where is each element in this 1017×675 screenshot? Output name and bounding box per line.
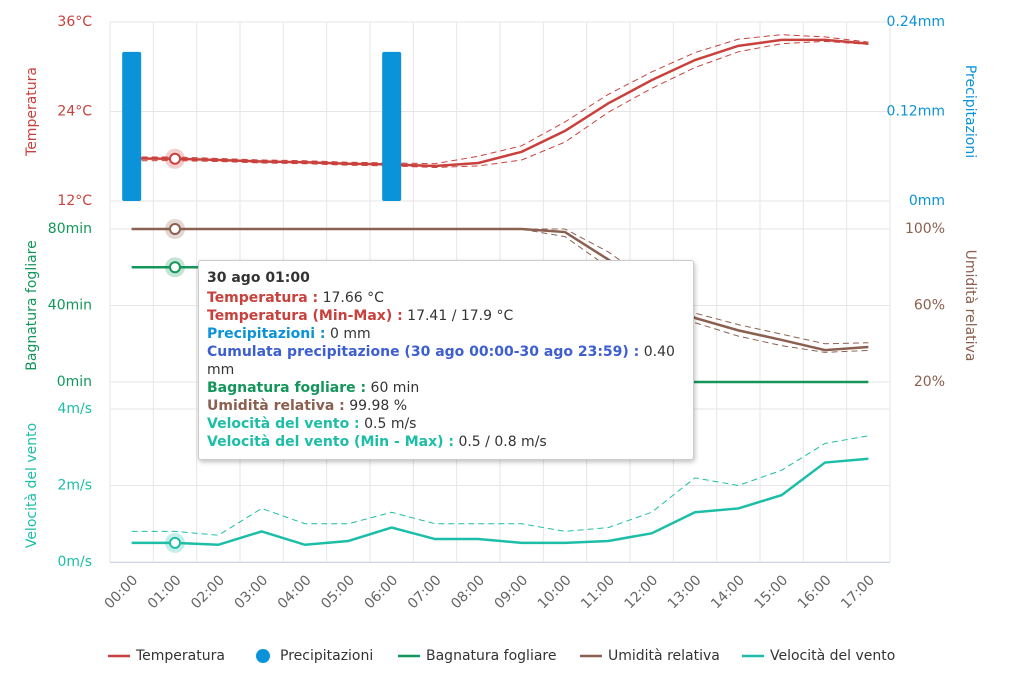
tooltip-value: 17.41 / 17.9 °C bbox=[407, 308, 514, 324]
range-line bbox=[131, 435, 869, 536]
hover-point bbox=[169, 261, 181, 274]
y-tick-label: 80min bbox=[48, 221, 92, 237]
y2-tick-label: 60% bbox=[914, 298, 945, 314]
legend-item[interactable]: Umidità relativa bbox=[580, 648, 720, 664]
x-tick-label: 12:00 bbox=[621, 572, 661, 612]
tooltip-label: Temperatura (Min-Max) : bbox=[207, 308, 403, 324]
y2-tick-label: 100% bbox=[905, 221, 945, 237]
legend-label: Umidità relativa bbox=[608, 648, 720, 664]
y2-tick-label: 0mm bbox=[909, 193, 945, 209]
x-tick-label: 07:00 bbox=[405, 572, 445, 612]
x-tick-label: 11:00 bbox=[578, 572, 618, 612]
tooltip-label: Velocità del vento : bbox=[207, 416, 360, 432]
tooltip-row: Velocità del vento (Min - Max) : 0.5 / 0… bbox=[207, 433, 685, 451]
hover-point bbox=[169, 536, 181, 549]
tooltip-value: 0.5 / 0.8 m/s bbox=[458, 434, 547, 450]
y-axis-title: Velocità del vento bbox=[24, 423, 40, 548]
tooltip-label: Bagnatura fogliare : bbox=[207, 380, 367, 396]
x-tick-label: 04:00 bbox=[275, 572, 315, 612]
hover-point bbox=[169, 152, 181, 165]
hover-point bbox=[169, 223, 181, 236]
x-tick-label: 05:00 bbox=[318, 572, 358, 612]
x-tick-label: 06:00 bbox=[361, 572, 401, 612]
tooltip-value: 99.98 % bbox=[349, 398, 408, 414]
legend-item[interactable]: Velocità del vento bbox=[742, 648, 895, 664]
legend-item[interactable]: Precipitazioni bbox=[256, 648, 373, 664]
tooltip-value: 0.5 m/s bbox=[364, 416, 417, 432]
y-tick-label: 0min bbox=[57, 374, 92, 390]
tooltip-label: Velocità del vento (Min - Max) : bbox=[207, 434, 454, 450]
y2-tick-label: 0.12mm bbox=[887, 104, 945, 120]
tooltip-value: 60 min bbox=[370, 380, 420, 396]
legend-label: Precipitazioni bbox=[280, 648, 373, 664]
x-tick-label: 02:00 bbox=[188, 572, 228, 612]
tooltip-value: 0.40 mm bbox=[207, 344, 675, 378]
x-tick-label: 00:00 bbox=[101, 572, 141, 612]
tooltip: 30 ago 01:00 Temperatura : 17.66 °C Temper… bbox=[198, 260, 694, 460]
y-axis-title: Temperatura bbox=[24, 67, 40, 157]
y-tick-label: 2m/s bbox=[57, 478, 92, 494]
y2-tick-label: 0.24mm bbox=[887, 14, 945, 30]
bar bbox=[122, 51, 142, 202]
x-tick-label: 17:00 bbox=[838, 572, 878, 612]
legend-marker bbox=[256, 649, 270, 663]
legend-item[interactable]: Temperatura bbox=[108, 648, 225, 664]
y-tick-label: 12°C bbox=[57, 193, 92, 209]
tooltip-row: Temperatura : 17.66 °C bbox=[207, 289, 685, 307]
tooltip-row: Cumulata precipitazione (30 ago 00:00-30… bbox=[207, 343, 685, 379]
range-line bbox=[131, 34, 869, 165]
range-line bbox=[131, 40, 869, 168]
series-line bbox=[131, 227, 869, 352]
tooltip-value: 17.66 °C bbox=[322, 290, 384, 306]
x-tick-label: 14:00 bbox=[708, 572, 748, 612]
tooltip-label: Cumulata precipitazione (30 ago 00:00-30… bbox=[207, 344, 640, 360]
y2-axis-title: Umidità relativa bbox=[962, 250, 978, 362]
y-tick-label: 4m/s bbox=[57, 401, 92, 417]
series-line bbox=[131, 38, 869, 168]
legend-label: Velocità del vento bbox=[770, 648, 895, 664]
tooltip-row: Velocità del vento : 0.5 m/s bbox=[207, 415, 685, 433]
tooltip-row: Umidità relativa : 99.98 % bbox=[207, 397, 685, 415]
legend-label: Bagnatura fogliare bbox=[426, 648, 556, 664]
y-tick-label: 24°C bbox=[57, 104, 92, 120]
x-tick-label: 15:00 bbox=[751, 572, 791, 612]
tooltip-label: Temperatura : bbox=[207, 290, 319, 306]
tooltip-value: 0 mm bbox=[329, 326, 371, 342]
bar bbox=[382, 51, 402, 202]
y2-axis-title: Precipitazioni bbox=[962, 65, 978, 158]
tooltip-title: 30 ago 01:00 bbox=[207, 270, 310, 286]
legend-item[interactable]: Bagnatura fogliare bbox=[398, 648, 556, 664]
x-tick-label: 16:00 bbox=[795, 572, 835, 612]
x-tick-label: 10:00 bbox=[535, 572, 575, 612]
tooltip-label: Precipitazioni : bbox=[207, 326, 326, 342]
y-tick-label: 36°C bbox=[57, 14, 92, 30]
tooltip-row: Precipitazioni : 0 mm bbox=[207, 325, 685, 343]
x-tick-label: 08:00 bbox=[448, 572, 488, 612]
x-tick-label: 01:00 bbox=[145, 572, 185, 612]
tooltip-row: Temperatura (Min-Max) : 17.41 / 17.9 °C bbox=[207, 307, 685, 325]
x-tick-label: 09:00 bbox=[491, 572, 531, 612]
y-axis-title: Bagnatura fogliare bbox=[24, 240, 40, 370]
y2-tick-label: 20% bbox=[914, 374, 945, 390]
tooltip-row: Bagnatura fogliare : 60 min bbox=[207, 379, 685, 397]
legend-label: Temperatura bbox=[135, 648, 225, 664]
x-tick-label: 13:00 bbox=[665, 572, 705, 612]
tooltip-label: Umidità relativa : bbox=[207, 398, 345, 414]
y-tick-label: 0m/s bbox=[57, 554, 92, 570]
x-tick-label: 03:00 bbox=[231, 572, 271, 612]
series-line bbox=[131, 457, 869, 547]
y-tick-label: 40min bbox=[48, 298, 92, 314]
